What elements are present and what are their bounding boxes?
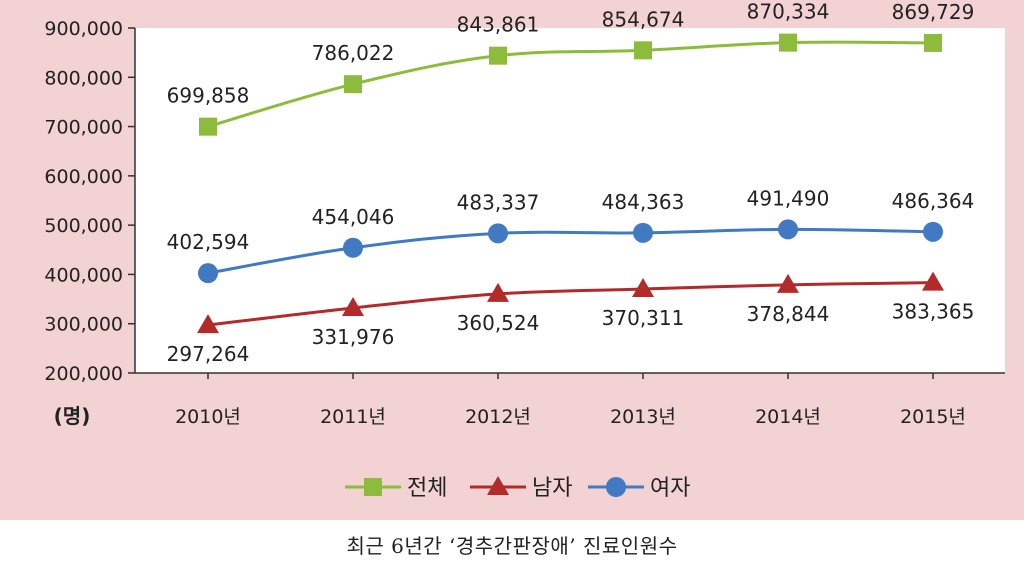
data-point [342,296,364,316]
data-label: 483,337 [457,190,540,214]
data-label: 843,861 [457,13,540,37]
data-label: 491,490 [747,186,830,210]
data-label: 786,022 [312,41,395,65]
data-point [489,46,507,65]
data-point [634,41,652,60]
y-tick-label: 300,000 [44,314,123,336]
data-point [343,237,363,258]
legend-label: 여자 [650,476,690,501]
legend-marker [487,476,509,495]
legend-label: 남자 [532,476,572,501]
data-label: 869,729 [892,0,975,24]
y-tick-label: 400,000 [44,264,123,286]
data-label: 297,264 [167,342,250,366]
data-point [777,273,799,293]
x-tick-label: 2013년 [610,406,676,428]
x-tick-label: 2010년 [175,406,241,428]
data-label: 854,674 [602,7,685,31]
legend-label: 전체 [407,476,447,501]
data-label: 370,311 [602,306,685,330]
legend-marker [364,478,382,496]
x-tick-label: 2011년 [320,406,386,428]
chart-caption: 최근 6년간 ‘경추간판장애’ 진료인원수 [346,534,678,558]
series-line [207,227,934,275]
y-tick-label: 700,000 [44,117,123,139]
data-point [632,278,654,298]
data-label: 699,858 [167,84,250,108]
data-point [199,117,217,136]
y-tick-label: 900,000 [44,18,123,40]
series-line [207,40,934,129]
y-tick-label: 500,000 [44,215,123,237]
data-label: 486,364 [892,189,975,213]
line-chart: 200,000 300,000 400,000 500,000 600,000 700,0… [44,0,1005,501]
y-tick-label: 200,000 [44,363,123,385]
data-label: 870,334 [747,0,830,24]
data-point [488,223,508,244]
data-label: 378,844 [747,302,830,326]
plot-area [135,28,1005,373]
caption-bar: 최근 6년간 ‘경추간판장애’ 진료인원수 [0,520,1024,569]
data-label: 484,363 [602,190,685,214]
data-label: 402,594 [167,230,250,254]
y-unit-label: (명) [54,404,91,428]
series-line [207,281,934,327]
data-label: 383,365 [892,300,975,324]
data-point [924,33,942,52]
y-tick-label: 800,000 [44,67,123,89]
y-tick-label: 600,000 [44,166,123,188]
data-label: 331,976 [312,325,395,349]
chart-area: 200,000 300,000 400,000 500,000 600,000 700,0… [44,0,1005,501]
data-point [344,75,362,94]
x-tick-label: 2014년 [755,406,821,428]
data-point [779,33,797,52]
data-point [922,271,944,291]
data-point [778,219,798,240]
x-tick-label: 2012년 [465,406,531,428]
data-label: 454,046 [312,205,395,229]
x-tick-label: 2015년 [900,406,966,428]
data-label: 360,524 [457,311,540,335]
data-point [197,314,219,334]
data-point [633,222,653,243]
data-point [487,282,509,302]
legend-marker [606,477,626,497]
data-point [923,221,943,242]
data-point [198,263,218,284]
